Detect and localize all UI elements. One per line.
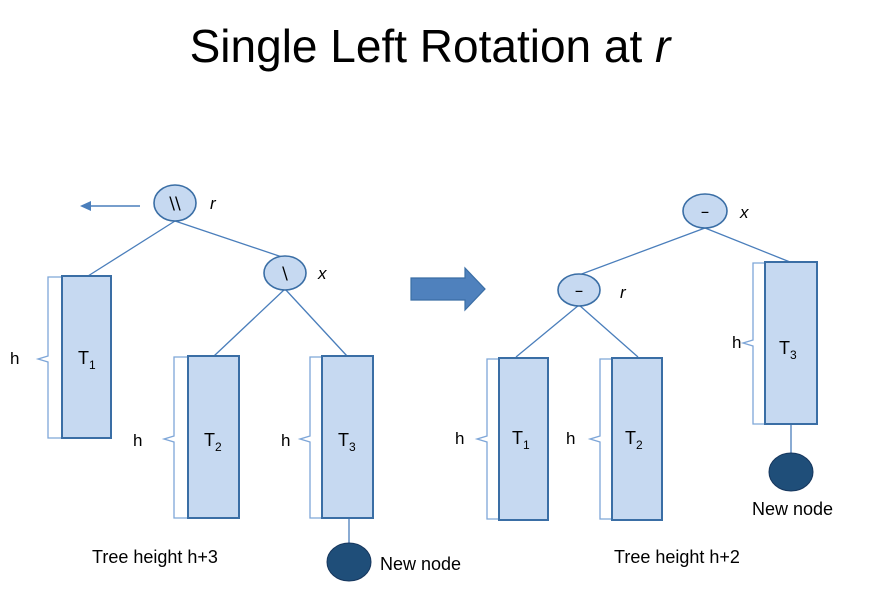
caption-after: Tree height h+2 <box>614 547 740 567</box>
caption-before: Tree height h+3 <box>92 547 218 567</box>
edge-r-x <box>174 220 286 259</box>
height-brace-t1-after <box>474 358 499 520</box>
subtree-t1-after <box>498 357 549 521</box>
subtree-t1 <box>61 275 112 439</box>
subtree-t2-after <box>611 357 663 521</box>
node-r-after-name: r <box>620 283 627 302</box>
height-label-t1: h <box>10 349 19 368</box>
node-x-name: x <box>317 264 327 283</box>
rotation-direction-arrow <box>80 201 140 211</box>
edge-x-t3 <box>704 227 791 263</box>
subtree-t3 <box>321 355 374 519</box>
node-r-after-balance: – <box>575 281 584 301</box>
new-node-before <box>326 542 372 582</box>
height-brace-t2 <box>161 356 188 519</box>
edge-r-t1 <box>87 220 176 277</box>
height-brace-t3 <box>297 356 322 519</box>
height-label-t2-after: h <box>566 429 575 448</box>
new-node-after <box>768 452 814 492</box>
subtree-t2-after-label: T2 <box>625 428 643 452</box>
edge-x-t3 <box>284 288 348 357</box>
node-x-balance: \ <box>282 264 288 284</box>
height-brace-t2-after <box>587 358 612 520</box>
tree-node-r: \\ <box>153 184 197 222</box>
subtree-t3-after-label: T3 <box>779 338 797 362</box>
edge-r-t2 <box>578 304 639 358</box>
subtree-t1-label: T1 <box>78 348 96 372</box>
page-title: Single Left Rotation at r <box>190 20 672 72</box>
subtree-t2-label: T2 <box>204 430 222 454</box>
node-r-name: r <box>210 194 217 213</box>
edge-r-t1 <box>515 304 580 358</box>
height-brace-t1 <box>35 276 62 439</box>
height-label-t2: h <box>133 431 142 450</box>
edge-x-t2 <box>213 288 286 357</box>
node-x-after-name: x <box>739 203 749 222</box>
subtree-t3-label: T3 <box>338 430 356 454</box>
height-label-t3-after: h <box>732 333 741 352</box>
node-r-balance: \\ <box>169 194 181 214</box>
edge-x-r <box>578 227 706 276</box>
height-label-t1-after: h <box>455 429 464 448</box>
height-label-t3: h <box>281 431 290 450</box>
new-node-label-after: New node <box>752 499 833 519</box>
subtree-t3-after <box>764 261 818 425</box>
subtree-t2 <box>187 355 240 519</box>
before-tree: \\ r \ x h T1 h T2 h T3 New node Tree he… <box>10 184 461 582</box>
transform-arrow <box>410 266 486 312</box>
height-brace-t3-after <box>740 262 765 425</box>
tree-node-x: \ <box>263 255 307 291</box>
after-tree: – x – r h T1 h T2 h T3 New node Tree hei… <box>455 193 833 567</box>
new-node-label-before: New node <box>380 554 461 574</box>
tree-node-r-after: – <box>557 273 601 307</box>
tree-node-x-after: – <box>682 193 728 229</box>
subtree-t1-after-label: T1 <box>512 428 530 452</box>
node-x-after-balance: – <box>701 202 710 222</box>
